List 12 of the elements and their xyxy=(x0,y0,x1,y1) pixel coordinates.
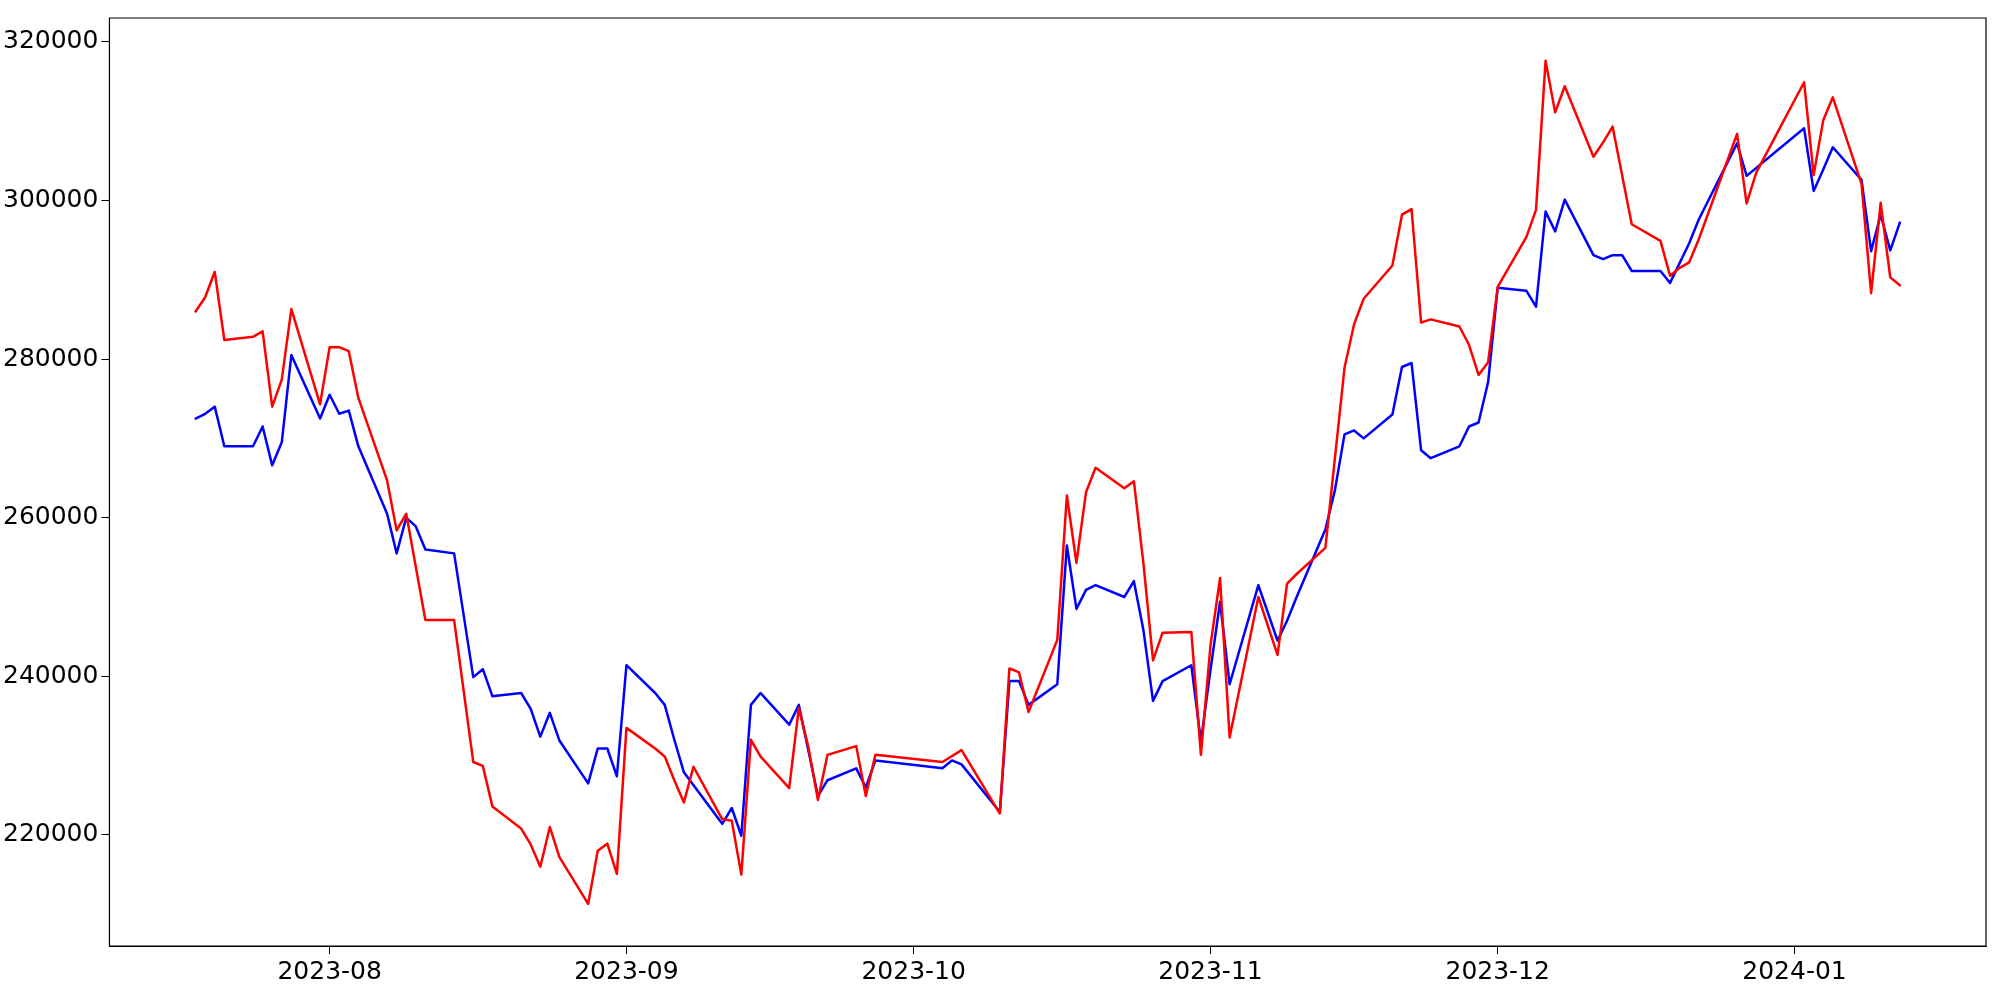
y-tick-label: 240000 xyxy=(3,659,99,689)
x-tick-label: 2023-11 xyxy=(1158,955,1263,985)
x-tick-label: 2023-09 xyxy=(574,955,679,985)
x-tick-label: 2023-10 xyxy=(861,955,966,985)
x-tick-label: 2023-08 xyxy=(277,955,382,985)
y-tick-label: 260000 xyxy=(3,501,99,531)
x-tick-label: 2023-12 xyxy=(1445,955,1550,985)
y-tick-label: 300000 xyxy=(3,183,99,213)
y-tick-label: 220000 xyxy=(3,818,99,848)
x-tick-label: 2024-01 xyxy=(1742,955,1847,985)
y-tick-label: 320000 xyxy=(3,25,99,55)
y-tick-label: 280000 xyxy=(3,342,99,372)
